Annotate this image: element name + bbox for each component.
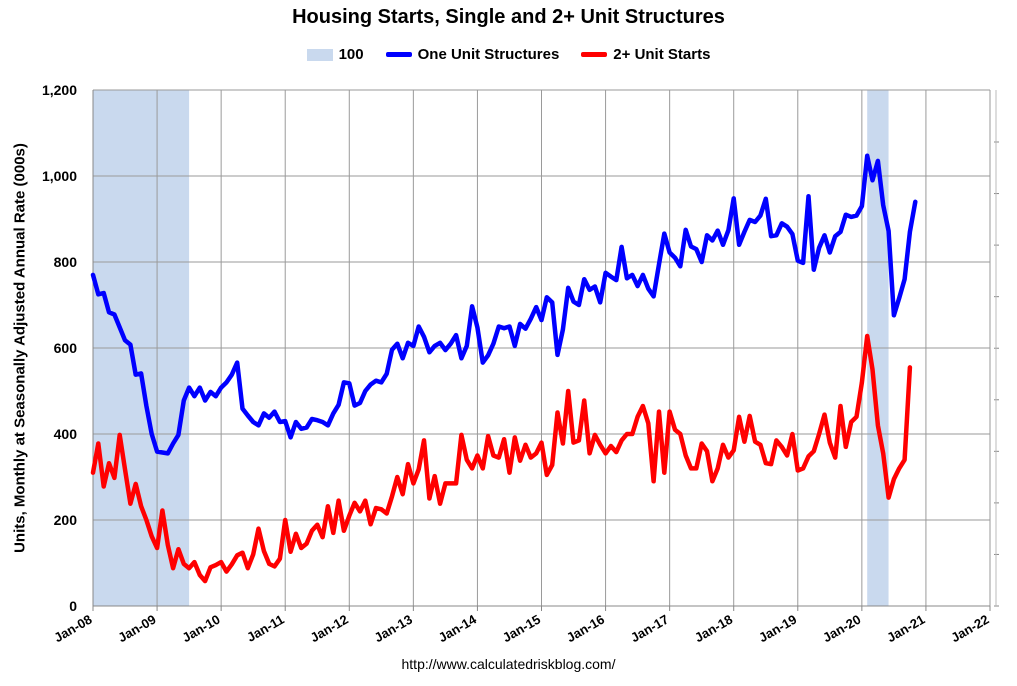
x-tick-label-11: Jan-19: [756, 612, 799, 646]
x-tick-label-3: Jan-11: [244, 612, 287, 645]
legend-label-recession: 100: [338, 46, 364, 63]
source-url: http://www.calculatedriskblog.com/: [401, 656, 616, 672]
y-tick-label-5: 1,000: [42, 168, 77, 184]
x-tick-label-1: Jan-09: [115, 612, 158, 646]
legend-swatch-multi-unit: [581, 52, 608, 57]
x-tick-label-10: Jan-18: [692, 612, 735, 646]
x-tick-label-2: Jan-10: [179, 612, 222, 646]
x-tick-label-12: Jan-20: [820, 612, 863, 646]
y-tick-label-0: 0: [69, 598, 77, 614]
legend-item-multi-unit: 2+ Unit Starts: [581, 46, 710, 63]
x-tick-label-13: Jan-21: [884, 612, 927, 646]
legend-swatch-recession: [306, 48, 333, 61]
x-tick-label-14: Jan-22: [948, 612, 991, 646]
series-line-1: [90, 333, 913, 584]
legend-item-one-unit: One Unit Structures: [385, 46, 560, 63]
x-tick-label-4: Jan-12: [308, 612, 351, 646]
x-tick-label-6: Jan-14: [436, 611, 480, 645]
y-tick-label-4: 800: [54, 254, 78, 270]
y-tick-label-6: 1,200: [42, 82, 77, 98]
legend: 100 One Unit Structures 2+ Unit Starts: [0, 46, 1017, 63]
x-tick-label-9: Jan-17: [628, 612, 671, 646]
y-tick-label-3: 600: [54, 340, 78, 356]
x-tick-label-8: Jan-16: [564, 612, 607, 646]
y-tick-label-2: 400: [54, 426, 78, 442]
legend-label-one-unit: One Unit Structures: [417, 46, 560, 63]
legend-swatch-one-unit: [385, 52, 412, 57]
y-tick-label-1: 200: [54, 512, 78, 528]
legend-label-multi-unit: 2+ Unit Starts: [613, 46, 711, 63]
legend-item-recession: 100: [306, 46, 364, 63]
chart-title: Housing Starts, Single and 2+ Unit Struc…: [292, 6, 725, 28]
series-line-0: [90, 153, 918, 456]
x-tick-label-7: Jan-15: [500, 612, 543, 646]
x-tick-label-0: Jan-08: [51, 612, 94, 646]
x-tick-label-5: Jan-13: [372, 612, 415, 646]
